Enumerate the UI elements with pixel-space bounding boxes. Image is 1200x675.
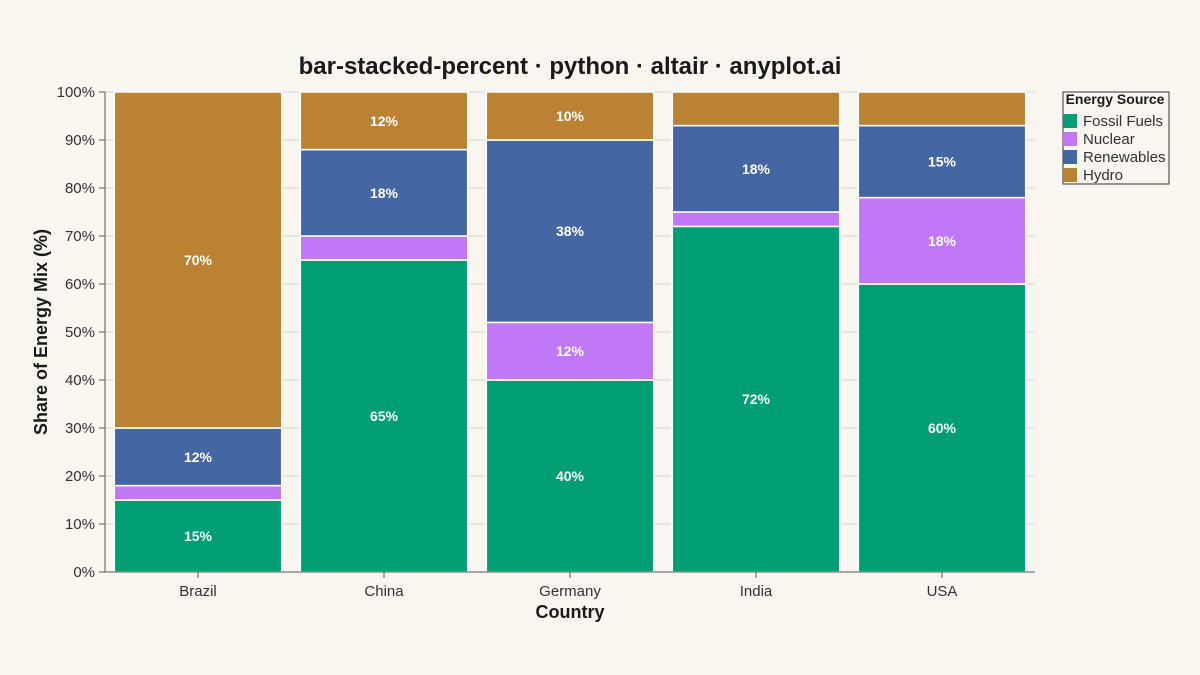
data-label: 40%	[556, 468, 585, 484]
data-label: 12%	[556, 343, 585, 359]
bars	[113, 91, 1027, 573]
legend-swatch	[1063, 114, 1077, 128]
x-axis-ticks: Brazil China Germany India USA	[179, 572, 957, 600]
bar-segment-hydro	[671, 91, 841, 127]
y-axis-title: Share of Energy Mix (%)	[31, 229, 51, 435]
y-tick-label: 90%	[65, 132, 95, 149]
data-label: 38%	[556, 223, 585, 239]
bar-segment-nuclear	[113, 484, 283, 501]
y-tick-label: 0%	[73, 564, 95, 581]
legend-title: Energy Source	[1066, 91, 1165, 107]
data-label: 65%	[370, 408, 399, 424]
y-tick-label: 40%	[65, 372, 95, 389]
legend-swatch	[1063, 150, 1077, 164]
data-label: 15%	[928, 154, 957, 170]
y-tick-label: 60%	[65, 276, 95, 293]
legend-swatch	[1063, 132, 1077, 146]
data-label: 70%	[184, 252, 213, 268]
bar-segment-fossil-fuels	[485, 379, 655, 573]
x-tick-label: Germany	[539, 583, 601, 600]
legend: Energy Source Fossil FuelsNuclearRenewab…	[1062, 91, 1170, 185]
y-axis-ticks: 0% 10% 20% 30% 40% 50% 60% 70% 80% 90% 100%	[57, 84, 105, 581]
legend-label: Fossil Fuels	[1083, 113, 1163, 130]
bar-segment-hydro	[857, 91, 1027, 127]
bar-segment-fossil-fuels	[113, 499, 283, 573]
bar-segment-renewables	[485, 139, 655, 324]
data-label: 15%	[184, 528, 213, 544]
bar-segment-renewables	[299, 148, 469, 237]
x-tick-label: India	[740, 583, 773, 600]
y-tick-label: 20%	[65, 468, 95, 485]
x-tick-label: China	[364, 583, 404, 600]
bar-segment-renewables	[671, 124, 841, 213]
y-tick-label: 80%	[65, 180, 95, 197]
data-label: 18%	[928, 233, 957, 249]
data-label: 72%	[742, 391, 771, 407]
bar-segment-hydro	[113, 91, 283, 429]
data-label: 18%	[370, 185, 399, 201]
y-tick-label: 100%	[57, 84, 95, 101]
x-axis-title: Country	[536, 602, 605, 622]
bar-segment-renewables	[857, 124, 1027, 199]
data-labels: 15% 12% 70% 65% 18% 12% 40% 12% 38% 10% 72% 18% 60% 1…	[184, 108, 957, 544]
legend-label: Renewables	[1083, 149, 1166, 166]
data-label: 18%	[742, 161, 771, 177]
bar-segment-hydro	[485, 91, 655, 141]
data-label: 10%	[556, 108, 585, 124]
bar-segment-nuclear	[671, 211, 841, 228]
legend-label: Nuclear	[1083, 131, 1135, 148]
x-tick-label: USA	[927, 583, 958, 600]
chart-title: bar-stacked-percent · python · altair · …	[299, 53, 842, 80]
bar-segment-fossil-fuels	[671, 225, 841, 573]
x-tick-label: Brazil	[179, 583, 217, 600]
bar-segment-hydro	[299, 91, 469, 151]
y-tick-label: 30%	[65, 420, 95, 437]
bar-segment-renewables	[113, 427, 283, 487]
data-label: 60%	[928, 420, 957, 436]
bar-segment-fossil-fuels	[857, 283, 1027, 573]
data-label: 12%	[184, 449, 213, 465]
y-tick-label: 50%	[65, 324, 95, 341]
legend-swatch	[1063, 168, 1077, 182]
bar-segment-fossil-fuels	[299, 259, 469, 573]
data-label: 12%	[370, 113, 399, 129]
legend-label: Hydro	[1083, 167, 1123, 184]
bar-segment-nuclear	[299, 235, 469, 261]
y-tick-label: 10%	[65, 516, 95, 533]
y-tick-label: 70%	[65, 228, 95, 245]
